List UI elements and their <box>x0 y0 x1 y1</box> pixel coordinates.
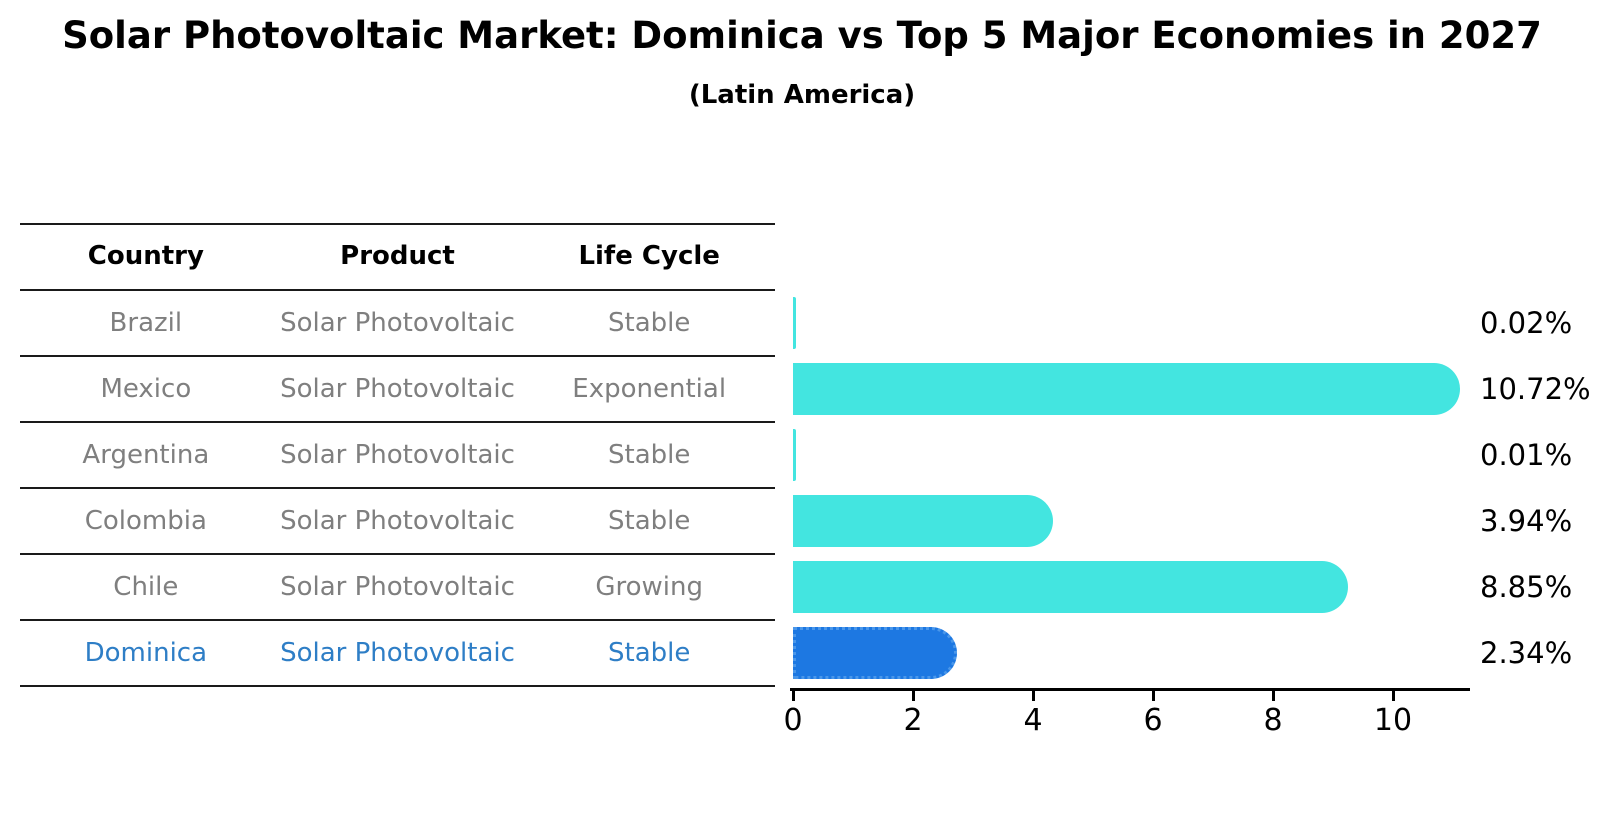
cell-country: Brazil <box>109 308 183 338</box>
cell-country: Mexico <box>100 374 192 404</box>
x-tick-label: 10 <box>1373 703 1413 738</box>
cell-product: Solar Photovoltaic <box>280 638 515 668</box>
table-row: Chile Solar Photovoltaic Growing <box>20 554 775 620</box>
table-header-rule <box>20 289 775 291</box>
table-row: Mexico Solar Photovoltaic Exponential <box>20 356 775 422</box>
cell-country: Dominica <box>84 638 208 668</box>
bar-value-label: 8.85% <box>1480 570 1573 604</box>
cell-product: Solar Photovoltaic <box>280 440 515 470</box>
x-tick-label: 2 <box>903 703 923 738</box>
x-tick-label: 0 <box>783 703 803 738</box>
table-row: Colombia Solar Photovoltaic Stable <box>20 488 775 554</box>
table-row-divider <box>20 421 775 423</box>
bar-dominica <box>793 627 958 679</box>
x-tick-label: 8 <box>1263 703 1283 738</box>
table-row: Dominica Solar Photovoltaic Stable <box>20 620 775 686</box>
x-tick-label: 4 <box>1023 703 1043 738</box>
bar-value-label: 3.94% <box>1480 504 1573 538</box>
table-header-row: Country Product Life Cycle <box>20 223 775 289</box>
chart-subtitle: (Latin America) <box>688 80 916 110</box>
cell-country: Chile <box>113 572 179 602</box>
bar-value-label: 0.01% <box>1480 438 1573 472</box>
bar-value-label: 10.72% <box>1480 372 1591 406</box>
cell-product: Solar Photovoltaic <box>280 506 515 536</box>
cell-product: Solar Photovoltaic <box>280 374 515 404</box>
table-row-divider <box>20 619 775 621</box>
bar-chile <box>793 561 1348 613</box>
bar-brazil <box>793 297 796 349</box>
column-header-life-cycle: Life Cycle <box>578 241 720 271</box>
table-top-rule <box>20 223 775 225</box>
bar-value-label: 0.02% <box>1480 306 1573 340</box>
table-row-divider <box>20 487 775 489</box>
cell-life-cycle: Growing <box>595 572 703 602</box>
x-tick-label: 6 <box>1143 703 1163 738</box>
cell-life-cycle: Exponential <box>572 374 727 404</box>
chart-title: Solar Photovoltaic Market: Dominica vs T… <box>62 14 1542 57</box>
column-header-country: Country <box>87 241 204 271</box>
x-axis-line <box>790 688 1470 691</box>
x-tick-mark <box>1391 691 1395 701</box>
x-tick-mark <box>791 691 795 701</box>
x-tick-mark <box>1271 691 1275 701</box>
table-row-divider <box>20 685 775 687</box>
x-tick-mark <box>911 691 915 701</box>
table-row: Brazil Solar Photovoltaic Stable <box>20 290 775 356</box>
cell-product: Solar Photovoltaic <box>280 308 515 338</box>
table-row: Argentina Solar Photovoltaic Stable <box>20 422 775 488</box>
table-row-divider <box>20 553 775 555</box>
x-tick-mark <box>1031 691 1035 701</box>
column-header-product: Product <box>340 241 455 271</box>
cell-life-cycle: Stable <box>608 308 691 338</box>
cell-country: Argentina <box>82 440 210 470</box>
bar-argentina <box>793 429 796 481</box>
bar-mexico <box>793 363 1461 415</box>
cell-life-cycle: Stable <box>608 440 691 470</box>
bar-value-label: 2.34% <box>1480 636 1573 670</box>
cell-country: Colombia <box>84 506 207 536</box>
cell-product: Solar Photovoltaic <box>280 572 515 602</box>
table-row-divider <box>20 355 775 357</box>
bar-colombia <box>793 495 1054 547</box>
cell-life-cycle: Stable <box>608 638 691 668</box>
x-tick-mark <box>1151 691 1155 701</box>
cell-life-cycle: Stable <box>608 506 691 536</box>
